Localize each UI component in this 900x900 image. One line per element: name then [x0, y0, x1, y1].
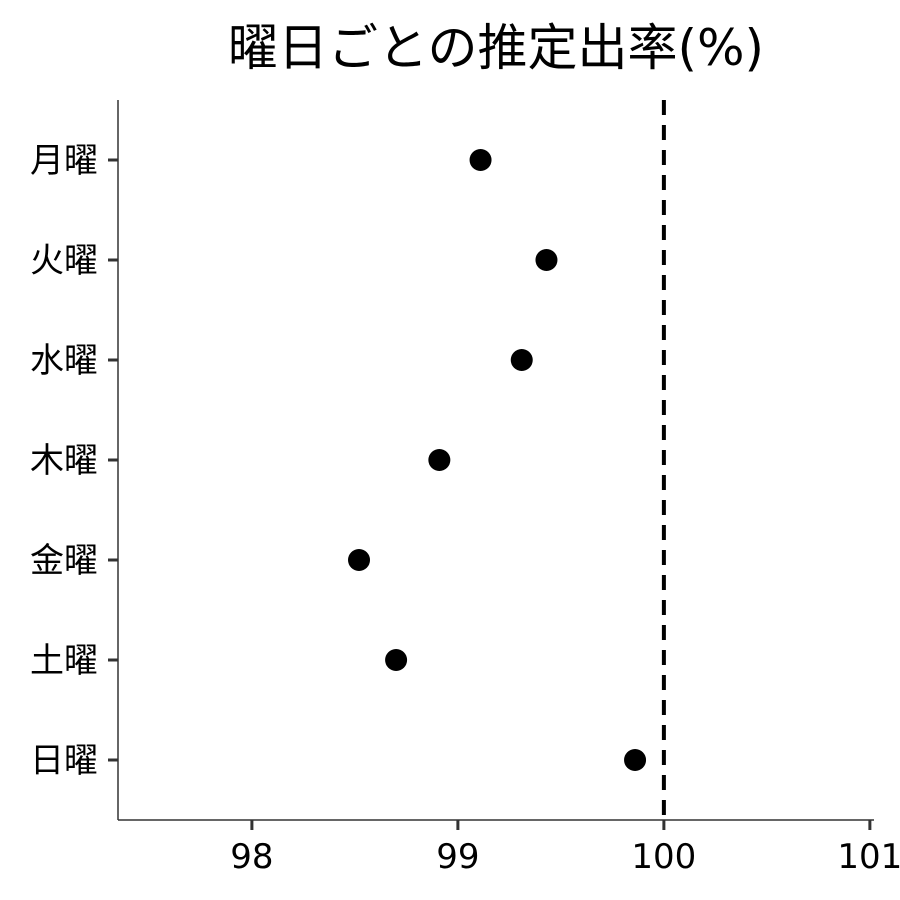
y-tick-label: 水曜 [30, 341, 98, 381]
data-point [348, 549, 371, 571]
x-tick-label: 100 [631, 837, 696, 877]
x-tick-label: 98 [230, 837, 273, 877]
data-points [348, 149, 647, 771]
data-point [510, 349, 533, 371]
data-point [385, 649, 408, 671]
y-tick-label: 火曜 [30, 241, 98, 281]
x-tick-label: 99 [436, 837, 479, 877]
chart-title: 曜日ごとの推定出率(%) [228, 19, 764, 77]
data-point [535, 249, 558, 271]
x-tick-label: 101 [837, 837, 900, 877]
y-tick-label: 日曜 [30, 741, 98, 781]
data-point [428, 449, 451, 471]
data-point [469, 149, 492, 171]
y-tick-label: 土曜 [30, 641, 98, 681]
y-tick-label: 金曜 [30, 541, 98, 581]
y-tick-label: 木曜 [30, 441, 98, 481]
y-tick-label: 月曜 [30, 141, 98, 181]
data-point [624, 749, 647, 771]
x-axis: 98 99 100 101 [230, 820, 900, 877]
